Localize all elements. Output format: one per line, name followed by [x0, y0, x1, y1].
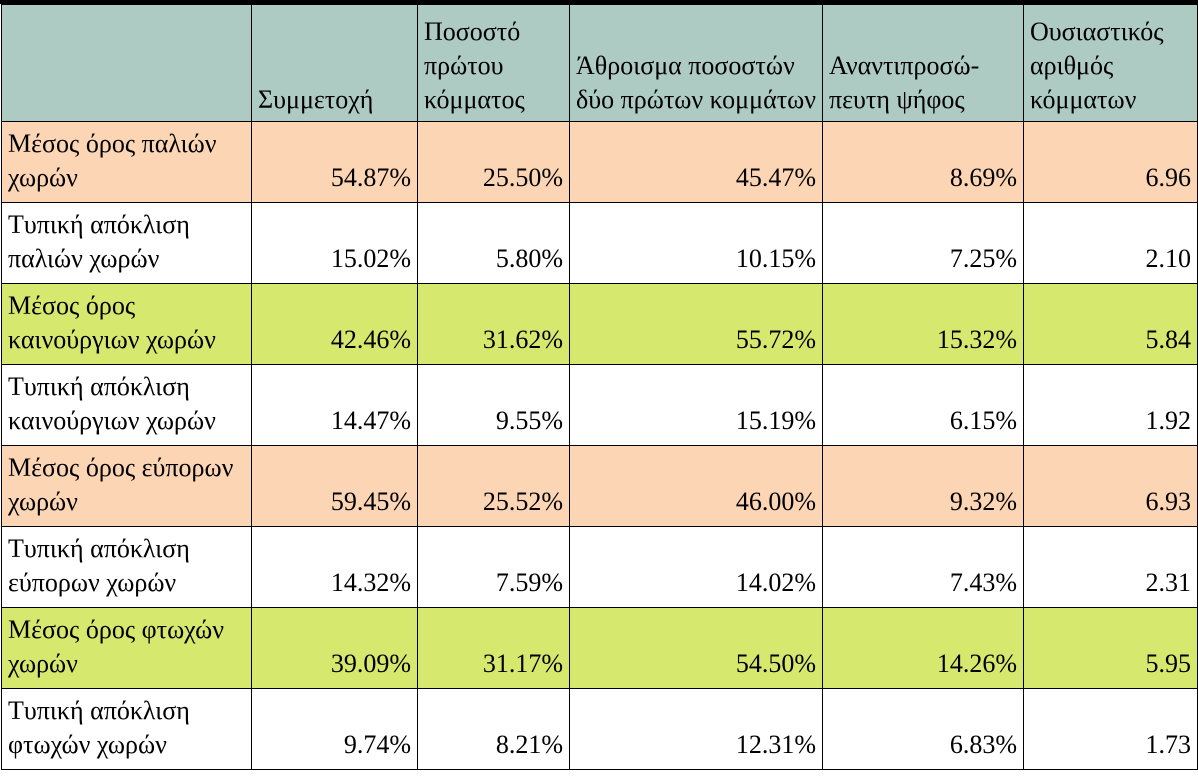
value-cell: 42.46% — [251, 283, 418, 365]
value-cell: 9.55% — [417, 364, 570, 446]
table-row: Μέσος όρος εύπορων χωρών 59.45% 25.52% 46.0… — [1, 445, 1198, 527]
row-label-cell: Τυπική απόκλιση φτωχών χωρών — [1, 688, 252, 770]
value-cell: 59.45% — [251, 445, 418, 527]
header-top-two-sum: Άθροισμα ποσοστών δύο πρώτων κομμάτων — [569, 4, 823, 122]
row-label-cell: Μέσος όρος καινούργιων χωρών — [1, 283, 252, 365]
value-cell: 14.47% — [251, 364, 418, 446]
value-cell: 55.72% — [569, 283, 823, 365]
value-cell: 7.59% — [417, 526, 570, 608]
value-cell: 5.95 — [1023, 607, 1198, 689]
value-cell: 6.15% — [822, 364, 1024, 446]
value-cell: 25.52% — [417, 445, 570, 527]
value-cell: 9.74% — [251, 688, 418, 770]
table-row: Τυπική απόκλιση φτωχών χωρών 9.74% 8.21% 12… — [1, 688, 1198, 770]
value-cell: 15.19% — [569, 364, 823, 446]
table-row: Τυπική απόκλιση παλιών χωρών 15.02% 5.80% 1… — [1, 202, 1198, 284]
value-cell: 15.32% — [822, 283, 1024, 365]
value-cell: 2.10 — [1023, 202, 1198, 284]
row-label-cell: Τυπική απόκλιση παλιών χωρών — [1, 202, 252, 284]
value-cell: 10.15% — [569, 202, 823, 284]
table-row: Μέσος όρος καινούργιων χωρών 42.46% 31.62%… — [1, 283, 1198, 365]
top-border — [0, 0, 1198, 4]
row-label-cell: Μέσος όρος παλιών χωρών — [1, 121, 252, 203]
header-participation: Συμμετοχή — [251, 4, 418, 122]
table-row: Τυπική απόκλιση εύπορων χωρών 14.32% 7.59%… — [1, 526, 1198, 608]
row-label-cell: Τυπική απόκλιση εύπορων χωρών — [1, 526, 252, 608]
value-cell: 39.09% — [251, 607, 418, 689]
header-unrepresented-vote: Αναντιπροσώ-πευτη ψήφος — [822, 4, 1024, 122]
value-cell: 1.73 — [1023, 688, 1198, 770]
value-cell: 54.50% — [569, 607, 823, 689]
value-cell: 5.84 — [1023, 283, 1198, 365]
value-cell: 31.17% — [417, 607, 570, 689]
row-label-cell: Μέσος όρος εύπορων χωρών — [1, 445, 252, 527]
value-cell: 5.80% — [417, 202, 570, 284]
value-cell: 14.02% — [569, 526, 823, 608]
value-cell: 14.26% — [822, 607, 1024, 689]
value-cell: 8.21% — [417, 688, 570, 770]
value-cell: 31.62% — [417, 283, 570, 365]
value-cell: 6.93 — [1023, 445, 1198, 527]
value-cell: 8.69% — [822, 121, 1024, 203]
value-cell: 15.02% — [251, 202, 418, 284]
value-cell: 54.87% — [251, 121, 418, 203]
table-row: Μέσος όρος φτωχών χωρών 39.09% 31.17% 54.50… — [1, 607, 1198, 689]
row-label-cell: Τυπική απόκλιση καινούργιων χωρών — [1, 364, 252, 446]
header-corner-cell — [1, 4, 252, 122]
value-cell: 9.32% — [822, 445, 1024, 527]
header-first-party-share: Ποσοστό πρώτου κόμματος — [417, 4, 570, 122]
header-row: Συμμετοχή Ποσοστό πρώτου κόμματος Άθροισ… — [1, 4, 1198, 122]
statistics-table: Συμμετοχή Ποσοστό πρώτου κόμματος Άθροισ… — [1, 4, 1198, 770]
value-cell: 7.43% — [822, 526, 1024, 608]
value-cell: 12.31% — [569, 688, 823, 770]
value-cell: 6.96 — [1023, 121, 1198, 203]
value-cell: 1.92 — [1023, 364, 1198, 446]
value-cell: 7.25% — [822, 202, 1024, 284]
value-cell: 45.47% — [569, 121, 823, 203]
value-cell: 46.00% — [569, 445, 823, 527]
value-cell: 2.31 — [1023, 526, 1198, 608]
header-effective-parties: Ουσιαστικός αριθμός κόμματων — [1023, 4, 1198, 122]
value-cell: 14.32% — [251, 526, 418, 608]
value-cell: 25.50% — [417, 121, 570, 203]
table-row: Μέσος όρος παλιών χωρών 54.87% 25.50% 45.47… — [1, 121, 1198, 203]
table-row: Τυπική απόκλιση καινούργιων χωρών 14.47% 9… — [1, 364, 1198, 446]
row-label-cell: Μέσος όρος φτωχών χωρών — [1, 607, 252, 689]
value-cell: 6.83% — [822, 688, 1024, 770]
